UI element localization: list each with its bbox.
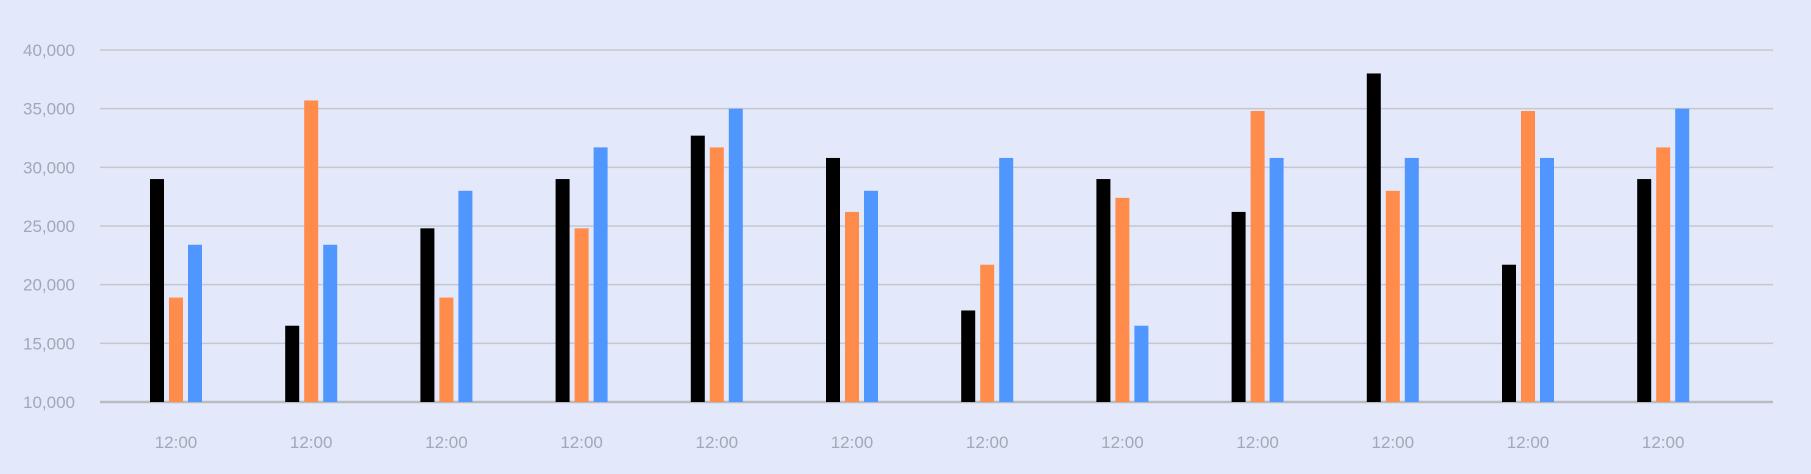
bar [1675,108,1690,403]
x-tick-label: 12:00 [696,433,739,452]
bar [709,147,724,402]
x-tick-label: 12:00 [966,433,1009,452]
bar [845,211,859,402]
bar [420,228,435,402]
x-tick-label: 12:00 [1642,433,1685,452]
bar [826,157,840,402]
bar [169,297,183,402]
bar [1540,157,1554,402]
bar [1385,190,1400,402]
y-tick-label: 40,000 [23,41,75,60]
y-tick-label: 10,000 [23,393,75,412]
bar [188,244,202,402]
x-tick-label: 12:00 [425,433,468,452]
bar [1366,73,1381,402]
y-tick-label: 25,000 [23,217,75,236]
bars [150,73,1690,403]
bar [150,179,164,402]
bar [1115,197,1130,402]
bar [999,157,1014,402]
bar [458,190,473,402]
bar [593,147,608,402]
x-tick-label: 12:00 [560,433,603,452]
bar [555,179,570,402]
bar [728,108,743,403]
bar [1269,157,1284,402]
y-tick-label: 35,000 [23,100,75,119]
bar [1637,179,1652,402]
bar [1521,111,1535,402]
bar [323,244,338,402]
x-tick-label: 12:00 [1101,433,1144,452]
bar [439,297,454,402]
bar [1231,211,1246,402]
x-tick-label: 12:00 [1372,433,1415,452]
y-tick-label: 30,000 [23,158,75,177]
bar [285,325,300,402]
bar [1404,157,1419,402]
bar [1096,179,1111,402]
bar [980,264,995,402]
bar [1250,111,1265,402]
x-tick-label: 12:00 [831,433,874,452]
y-tick-label: 20,000 [23,276,75,295]
bar [304,100,319,402]
bar [1134,325,1149,402]
bar [961,310,976,402]
y-axis-ticks: 10,000 15,000 20,000 25,000 30,000 35,000 40,0… [23,41,75,412]
gridlines [100,49,1773,404]
y-tick-label: 15,000 [23,334,75,353]
bar [864,190,878,402]
x-tick-label: 12:00 [155,433,198,452]
bar [1502,264,1516,402]
x-tick-label: 12:00 [1507,433,1550,452]
x-axis-ticks: 12:00 12:00 12:00 12:00 12:00 12:00 12:00 12:00… [155,433,1685,452]
bar [690,135,705,403]
x-tick-label: 12:00 [1236,433,1279,452]
x-tick-label: 12:00 [290,433,333,452]
bar [1656,147,1671,402]
bar [574,228,589,402]
